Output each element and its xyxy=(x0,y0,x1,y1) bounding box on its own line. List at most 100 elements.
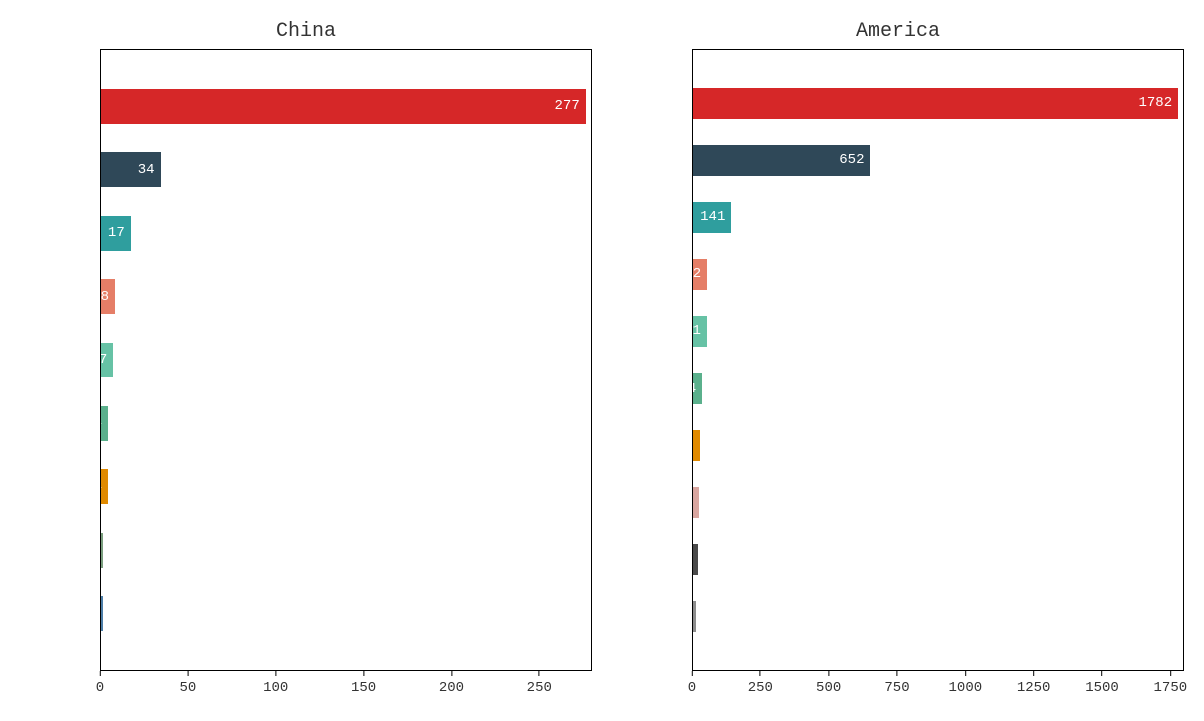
bar xyxy=(693,601,696,632)
bar: 25 xyxy=(693,430,700,461)
bar-row: SAS 25 xyxy=(693,430,1183,461)
x-tick-label: 250 xyxy=(527,680,552,696)
bar: 22 xyxy=(693,487,699,518)
bar-row: Matlab 8 xyxy=(101,279,591,314)
bar-value-label: 34 xyxy=(692,381,702,397)
bar-row: SAS xyxy=(101,533,591,568)
bar-row: C/C++/C# 17 xyxy=(101,216,591,251)
x-tick-label: 500 xyxy=(816,680,841,696)
bar-row: Scala 4 xyxy=(101,469,591,504)
x-tick-label: 1500 xyxy=(1085,680,1119,696)
x-tick-mark xyxy=(275,671,276,676)
x-tick-mark xyxy=(828,671,829,676)
bar-value-label: 17 xyxy=(692,552,698,568)
x-tick-label: 150 xyxy=(351,680,376,696)
bar-value-label: 1782 xyxy=(1138,95,1178,111)
bar-row: SQL 7 xyxy=(101,343,591,378)
plot-wrap-america: Python 1782R 652SQL 141C/C++/C# 52Matlab… xyxy=(692,49,1184,701)
bar xyxy=(101,596,103,631)
x-tick: 0 xyxy=(96,671,104,696)
bar-value-label: 4 xyxy=(100,479,108,495)
bar-row: Java 34 xyxy=(693,373,1183,404)
x-tick: 500 xyxy=(816,671,841,696)
bar-value-label: 4 xyxy=(100,415,108,431)
x-tick-label: 0 xyxy=(688,680,696,696)
bar: 8 xyxy=(101,279,115,314)
bar-row: R 652 xyxy=(693,145,1183,176)
plot-area-america: Python 1782R 652SQL 141C/C++/C# 52Matlab… xyxy=(692,49,1184,671)
bar-row: Python 277 xyxy=(101,89,591,124)
bar-value-label: 7 xyxy=(100,352,113,368)
bar: 4 xyxy=(101,469,108,504)
x-tick-mark xyxy=(897,671,898,676)
bar: 7 xyxy=(101,343,113,378)
x-tick-label: 1000 xyxy=(949,680,983,696)
x-axis-china: 050100150200250 xyxy=(100,671,592,701)
x-tick-label: 750 xyxy=(884,680,909,696)
panel-title-america: America xyxy=(612,20,1184,43)
bar-value-label: 34 xyxy=(138,162,161,178)
x-tick: 0 xyxy=(688,671,696,696)
bar: 17 xyxy=(693,544,698,575)
bar: 51 xyxy=(693,316,707,347)
x-tick: 100 xyxy=(263,671,288,696)
bar: 52 xyxy=(693,259,707,290)
bar xyxy=(101,533,103,568)
x-tick-mark xyxy=(363,671,364,676)
bar: 1782 xyxy=(693,88,1178,119)
x-tick-mark xyxy=(1101,671,1102,676)
x-tick-label: 1750 xyxy=(1154,680,1188,696)
x-tick-label: 100 xyxy=(263,680,288,696)
x-tick: 1250 xyxy=(1017,671,1051,696)
bar: 652 xyxy=(693,145,870,176)
bar-row: C/C++/C# 52 xyxy=(693,259,1183,290)
x-tick: 1000 xyxy=(949,671,983,696)
panel-america: America Python 1782 R 652 SQL 141 C/C++/C# … xyxy=(612,20,1184,701)
bar: 4 xyxy=(101,406,108,441)
bar-row: Python 1782 xyxy=(693,88,1183,119)
bar: 17 xyxy=(101,216,131,251)
x-tick-label: 200 xyxy=(439,680,464,696)
dashboard: China Python 277 R 34 C/C++/C# 17 Matlab 8 S… xyxy=(20,20,1184,701)
panel-title-china: China xyxy=(20,20,592,43)
bar-value-label: 52 xyxy=(692,266,707,282)
bar-row: Other 22 xyxy=(693,487,1183,518)
bar: 277 xyxy=(101,89,586,124)
x-tick-mark xyxy=(451,671,452,676)
x-tick-mark xyxy=(965,671,966,676)
x-tick-mark xyxy=(692,671,693,676)
x-tick: 1500 xyxy=(1085,671,1119,696)
bar-value-label: 141 xyxy=(700,209,731,225)
bar-row: SQL 141 xyxy=(693,202,1183,233)
bar-value-label: 25 xyxy=(692,438,700,454)
x-tick-mark xyxy=(1033,671,1034,676)
x-tick-mark xyxy=(1170,671,1171,676)
x-tick: 250 xyxy=(527,671,552,696)
bar-row: Java 4 xyxy=(101,406,591,441)
x-tick-mark xyxy=(760,671,761,676)
bar-row: Stata xyxy=(693,601,1183,632)
bar-row: Scala 17 xyxy=(693,544,1183,575)
x-axis-america: 02505007501000125015001750 xyxy=(692,671,1184,701)
bar-value-label: 51 xyxy=(692,323,707,339)
plot-wrap-china: Python 277 R 34 C/C++/C# 17 Matlab 8 SQL 7 Ja… xyxy=(100,49,592,701)
bar-value-label: 17 xyxy=(108,225,131,241)
x-tick: 150 xyxy=(351,671,376,696)
x-tick-label: 1250 xyxy=(1017,680,1051,696)
x-tick-label: 0 xyxy=(96,680,104,696)
bar-row: Haskell xyxy=(101,596,591,631)
x-tick: 1750 xyxy=(1154,671,1188,696)
plot-area-china: Python 277 R 34 C/C++/C# 17 Matlab 8 SQL 7 Ja… xyxy=(100,49,592,671)
bar-value-label: 652 xyxy=(839,152,870,168)
bar-value-label: 8 xyxy=(101,289,115,305)
x-tick-label: 50 xyxy=(179,680,196,696)
bar: 141 xyxy=(693,202,731,233)
bar-row: R 34 xyxy=(101,152,591,187)
panel-china: China Python 277 R 34 C/C++/C# 17 Matlab 8 S… xyxy=(20,20,592,701)
x-tick: 750 xyxy=(884,671,909,696)
bar-value-label: 22 xyxy=(692,495,699,511)
bar: 34 xyxy=(693,373,702,404)
x-tick-mark xyxy=(187,671,188,676)
bar-value-label: 277 xyxy=(555,98,586,114)
x-tick-label: 250 xyxy=(748,680,773,696)
